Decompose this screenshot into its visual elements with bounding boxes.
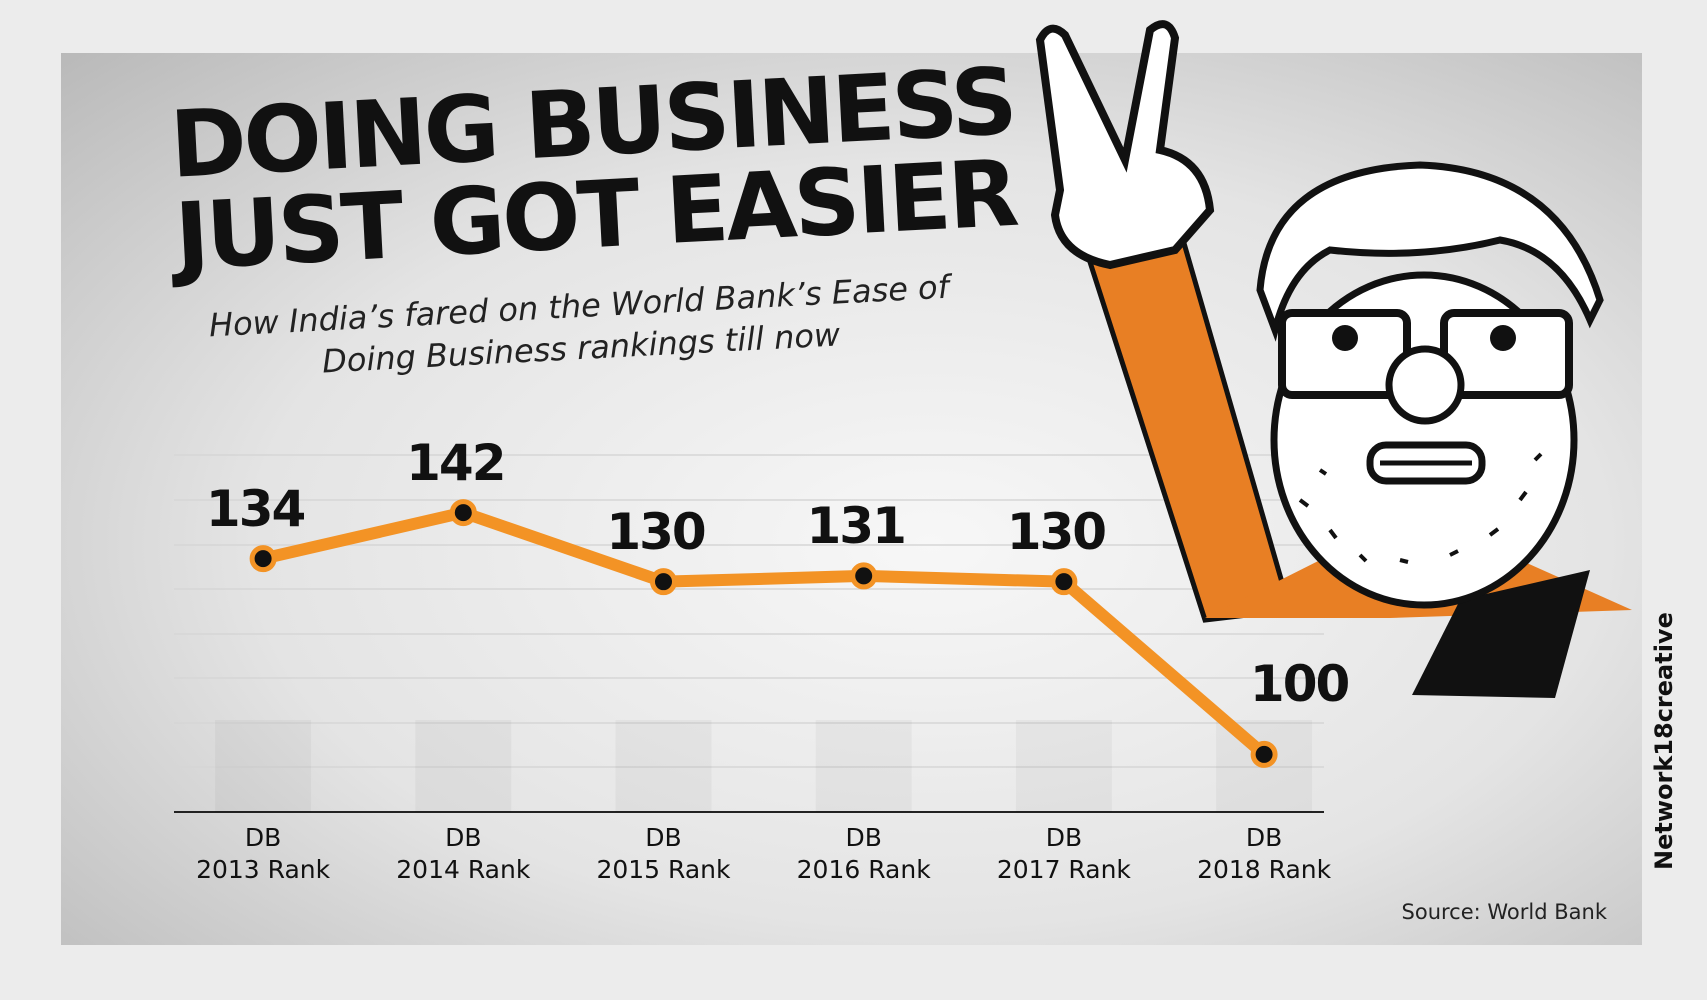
x-tick-label: DB 2013 Rank [196,823,331,884]
value-label: 134 [205,479,306,538]
value-label: 142 [406,433,506,492]
column-shade [1016,720,1112,812]
x-tick-label: DB 2016 Rank [796,823,931,884]
chart-title: DOING BUSINESS JUST GOT EASIER [167,47,1019,291]
column-shade [415,720,511,812]
value-label: 100 [1249,655,1350,714]
credit: Network18creative [1650,612,1678,870]
column-shade [616,720,712,812]
value-label: 130 [606,502,706,561]
x-tick-label: DB 2018 Rank [1197,823,1332,884]
source: Source: World Bank [1401,900,1607,924]
point [1250,740,1278,768]
x-tick-label: DB 2017 Rank [996,823,1131,884]
column-shade [215,720,311,812]
line [261,506,1269,759]
column-shade [816,720,912,812]
point [850,562,878,590]
illustration [1035,20,1632,698]
x-tick-label: DB 2015 Rank [596,823,731,884]
point [1050,568,1078,596]
x-tick-label: DB 2014 Rank [396,823,531,884]
point [449,499,477,527]
grid-stripes [174,454,1324,768]
value-label: 131 [806,496,907,555]
value-label: 130 [1006,502,1107,561]
point [249,545,277,573]
point [650,568,677,596]
